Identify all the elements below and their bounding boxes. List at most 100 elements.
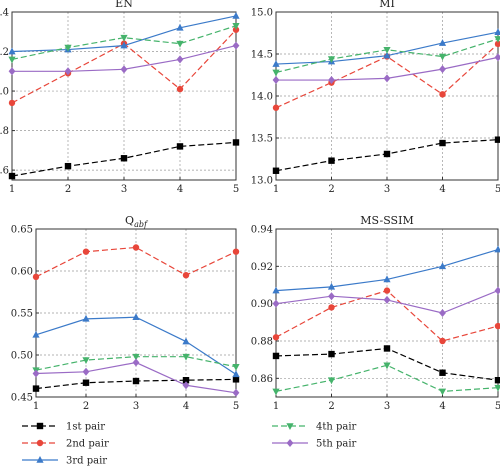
- y-tick-label: 0.60: [11, 267, 33, 278]
- en-point-5-5: [232, 41, 240, 50]
- en-point-1-4: [176, 143, 184, 150]
- x-tick-label: 3: [384, 401, 390, 412]
- y-tick-label: 7.4: [0, 8, 9, 19]
- en-point-1-1: [8, 172, 16, 180]
- en-point-5-3: [120, 65, 128, 74]
- y-tick-label: 0.92: [251, 262, 273, 273]
- en-point-4-3: [120, 34, 128, 42]
- x-tick-label: 4: [439, 184, 445, 195]
- mi-point-3-5: [494, 28, 500, 35]
- qabf-point-2-4: [182, 272, 190, 279]
- ms-ssim-point-3-4: [438, 262, 447, 270]
- panel-mi: 1 2 3 4 5 13.0 13.5 14.0 14.5 15.0 MI: [251, 0, 500, 195]
- en-point-1-3: [120, 155, 128, 162]
- mi-point-3-1: [272, 60, 280, 67]
- ms-ssim-point-4-2: [327, 377, 336, 385]
- y-tick-label: 14.0: [251, 92, 273, 103]
- mi-point-4-1: [272, 69, 280, 77]
- panel-title: EN: [115, 0, 133, 10]
- mi-point-5-5: [494, 53, 500, 62]
- qabf-point-4-5: [232, 363, 240, 371]
- ms-ssim-point-3-3: [383, 275, 391, 283]
- ms-ssim-series-line-4: [275, 364, 499, 393]
- en-point-2-1: [8, 99, 16, 107]
- qabf-point-2-5: [232, 248, 240, 255]
- legend-label-3: 3rd pair: [66, 456, 107, 467]
- en-point-3-5: [232, 11, 240, 19]
- x-tick-label: 2: [328, 401, 334, 412]
- ms-ssim-point-4-3: [383, 362, 391, 370]
- qabf-point-3-2: [82, 314, 90, 322]
- qabf-point-3-4: [182, 337, 190, 345]
- mi-point-5-4: [439, 65, 446, 74]
- panel-title-subscript: abf: [134, 220, 149, 229]
- y-tick-label: 0.45: [11, 393, 33, 404]
- ms-ssim-point-3-5: [494, 245, 500, 253]
- qabf-point-5-4: [182, 381, 190, 390]
- mi-point-5-3: [383, 74, 391, 83]
- en-point-5-2: [64, 67, 72, 76]
- mi-point-4-2: [327, 56, 336, 64]
- ms-ssim-point-1-3: [383, 345, 391, 352]
- legend-label-5: 5th pair: [316, 439, 357, 450]
- ms-ssim-point-3-1: [272, 286, 280, 294]
- x-tick-label: 1: [273, 401, 279, 412]
- en-series-line-4: [11, 25, 237, 61]
- x-tick-label: 2: [65, 184, 71, 195]
- en-point-4-5: [232, 23, 240, 30]
- legend-label-2: 2nd pair: [66, 439, 109, 450]
- en-point-4-4: [176, 40, 184, 48]
- y-tick-label: 0.65: [11, 225, 33, 236]
- x-tick-label: 1: [273, 184, 279, 195]
- ms-ssim-point-4-5: [494, 384, 500, 392]
- y-tick-label: 0.86: [251, 374, 273, 385]
- ms-ssim-point-1-5: [494, 377, 500, 384]
- qabf-series-line-2: [35, 246, 237, 278]
- y-tick-label: 7.2: [0, 47, 9, 58]
- qabf-point-4-2: [82, 357, 90, 365]
- legend-marker-1: [36, 422, 44, 430]
- qabf-point-2-3: [132, 244, 140, 251]
- x-tick-label: 5: [495, 401, 500, 412]
- legend-label-4: 4th pair: [316, 422, 357, 433]
- panel-en: 1 2 3 4 5 6.6 6.8 7.0 7.2 7.4 EN: [0, 0, 240, 195]
- qabf-point-4-3: [132, 353, 140, 361]
- legend: 1st pair 2nd pair 3rd pair 4th pair 5th pair: [22, 422, 357, 467]
- qabf-point-1-4: [182, 377, 190, 384]
- x-tick-label: 2: [328, 184, 334, 195]
- ms-ssim-point-1-4: [439, 369, 446, 376]
- x-tick-label: 4: [177, 184, 183, 195]
- mi-point-5-1: [272, 76, 280, 85]
- en-point-4-1: [8, 56, 16, 64]
- x-tick-label: 3: [121, 184, 127, 195]
- ms-ssim-point-1-2: [328, 350, 335, 358]
- qabf-point-1-2: [82, 379, 90, 386]
- mi-point-3-4: [438, 39, 447, 46]
- en-point-1-2: [64, 162, 72, 170]
- qabf-point-3-1: [32, 330, 40, 338]
- x-tick-label: 4: [439, 401, 445, 412]
- panel-title: MI: [379, 0, 395, 10]
- en-point-3-1: [8, 47, 16, 55]
- panel-title: Qabf: [125, 214, 149, 229]
- qabf-point-2-2: [82, 248, 90, 255]
- y-tick-label: 13.0: [251, 176, 273, 187]
- mi-point-1-3: [383, 150, 391, 158]
- legend-marker-3: [36, 456, 44, 463]
- mi-point-2-5: [494, 40, 500, 48]
- qabf-point-2-1: [32, 273, 40, 281]
- mi-point-1-2: [328, 157, 335, 164]
- ms-ssim-point-2-4: [439, 337, 446, 345]
- ms-ssim-point-4-4: [438, 388, 447, 396]
- y-tick-label: 0.50: [11, 351, 33, 362]
- mi-point-1-1: [272, 167, 280, 174]
- x-tick-label: 3: [384, 184, 390, 195]
- panel-qabf: 1 2 3 4 5 0.45 0.50 0.55 0.60 0.65 Qabf: [11, 214, 240, 412]
- qabf-point-1-5: [232, 376, 240, 383]
- x-tick-label: 5: [495, 184, 500, 195]
- en-point-3-4: [176, 23, 184, 31]
- mi-point-1-5: [494, 136, 500, 143]
- x-tick-label: 1: [9, 184, 15, 195]
- mi-point-3-3: [383, 51, 391, 59]
